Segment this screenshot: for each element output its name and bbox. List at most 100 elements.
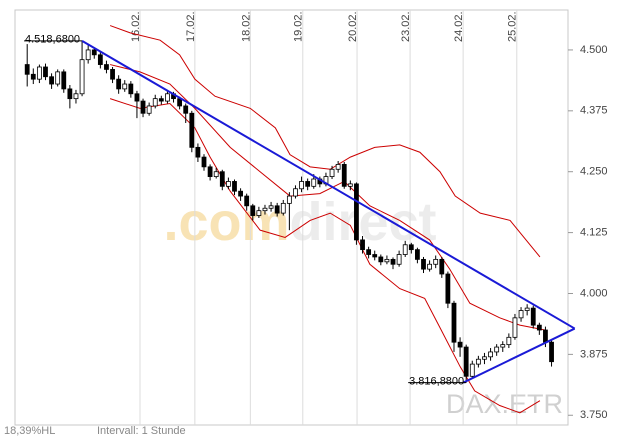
candle-body xyxy=(213,171,219,177)
watermark: .comdirect xyxy=(163,192,436,252)
candle-body xyxy=(43,66,48,78)
band-line xyxy=(109,98,541,414)
candle-body xyxy=(518,310,524,319)
candle-body xyxy=(67,88,73,100)
candle-body xyxy=(549,341,554,363)
candle-body xyxy=(244,195,250,207)
candle-body xyxy=(268,205,274,209)
candle-body xyxy=(61,71,67,90)
plot-frame xyxy=(14,9,569,426)
candle-body xyxy=(390,258,396,265)
candle-body xyxy=(482,356,487,360)
annotation-label: 3.816,8800 xyxy=(409,376,464,388)
y-tick-label: 4.125 xyxy=(580,227,608,239)
candle-body xyxy=(402,244,408,255)
candle-body xyxy=(439,258,445,275)
candle-body xyxy=(427,263,432,270)
candle-body xyxy=(55,71,61,85)
candle-body xyxy=(543,329,548,343)
candle-body xyxy=(396,254,402,265)
candle-body xyxy=(372,254,378,258)
candle-body xyxy=(299,181,304,190)
candle-body xyxy=(274,205,280,214)
candle-body xyxy=(305,181,311,187)
y-tick-label: 3.750 xyxy=(580,409,608,421)
candle-body xyxy=(158,98,164,102)
candle-body xyxy=(183,105,189,114)
footer-interval: Intervall: 1 Stunde xyxy=(97,425,186,437)
candle-body xyxy=(341,164,347,187)
candle-body xyxy=(225,181,231,187)
candle-body xyxy=(463,346,469,377)
y-tick-label: 4.000 xyxy=(580,287,608,299)
band-line xyxy=(109,25,541,258)
x-tick-label: 23.02. xyxy=(400,11,412,42)
candle-body xyxy=(293,188,298,197)
candle-body xyxy=(219,171,225,187)
x-tick-label: 18.02. xyxy=(240,11,252,42)
candle-body xyxy=(421,258,426,270)
candle-body xyxy=(165,93,170,102)
candle-body xyxy=(360,239,365,251)
candle-body xyxy=(232,181,237,192)
candle-body xyxy=(366,249,372,255)
candle-body xyxy=(238,190,243,197)
candle-body xyxy=(256,210,262,216)
y-tick-label: 3.875 xyxy=(580,348,608,360)
candle-body xyxy=(488,351,493,358)
instrument-watermark: DAX.ETR xyxy=(446,389,563,419)
x-tick-label: 24.02. xyxy=(453,11,465,42)
candle-body xyxy=(104,64,109,70)
x-tick-label: 17.02. xyxy=(185,11,197,42)
candle-body xyxy=(207,166,213,177)
candle-body xyxy=(335,164,341,170)
y-tick-label: 4.250 xyxy=(580,166,608,178)
footer-range: 18,39%HL xyxy=(4,425,55,437)
candle-body xyxy=(250,205,256,216)
candle-body xyxy=(30,73,36,80)
candle-body xyxy=(329,168,335,177)
candle-body xyxy=(415,249,420,260)
candle-body xyxy=(512,317,518,338)
candle-body xyxy=(24,64,30,75)
candle-body xyxy=(469,363,475,377)
candle-body xyxy=(97,54,103,65)
candle-body xyxy=(408,244,414,251)
candle-body xyxy=(189,112,195,148)
candle-body xyxy=(445,273,451,304)
trend-line xyxy=(462,327,576,384)
x-tick-label: 19.02. xyxy=(293,11,305,42)
candle-body xyxy=(286,195,292,204)
x-tick-label: 25.02. xyxy=(507,11,519,42)
candle-body xyxy=(195,146,201,158)
trend-line xyxy=(81,39,576,330)
candle-body xyxy=(146,105,152,114)
candle-body xyxy=(280,202,286,214)
candle-body xyxy=(122,83,128,90)
candle-body xyxy=(384,258,390,263)
candle-body xyxy=(79,59,85,95)
x-tick-label: 20.02. xyxy=(347,11,359,42)
candle-body xyxy=(201,156,207,168)
candle-body xyxy=(36,66,42,80)
y-tick-label: 4.500 xyxy=(580,44,608,56)
candle-body xyxy=(49,76,54,85)
candle-body xyxy=(354,183,359,241)
candle-body xyxy=(85,49,91,61)
candle-body xyxy=(494,346,500,353)
watermark-prefix: .com xyxy=(163,192,289,252)
candle-body xyxy=(524,307,530,311)
candle-body xyxy=(110,69,115,80)
candle-body xyxy=(451,302,457,343)
annotation-label: 4.518,6800 xyxy=(25,34,80,46)
candle-body xyxy=(128,83,134,95)
candle-body xyxy=(140,100,146,114)
candle-body xyxy=(73,93,79,100)
candle-body xyxy=(347,183,353,187)
candle-body xyxy=(506,336,512,346)
candle-body xyxy=(475,358,481,365)
candle-body xyxy=(134,93,140,102)
candle-body xyxy=(262,207,268,212)
x-tick-label: 16.02. xyxy=(130,11,142,42)
